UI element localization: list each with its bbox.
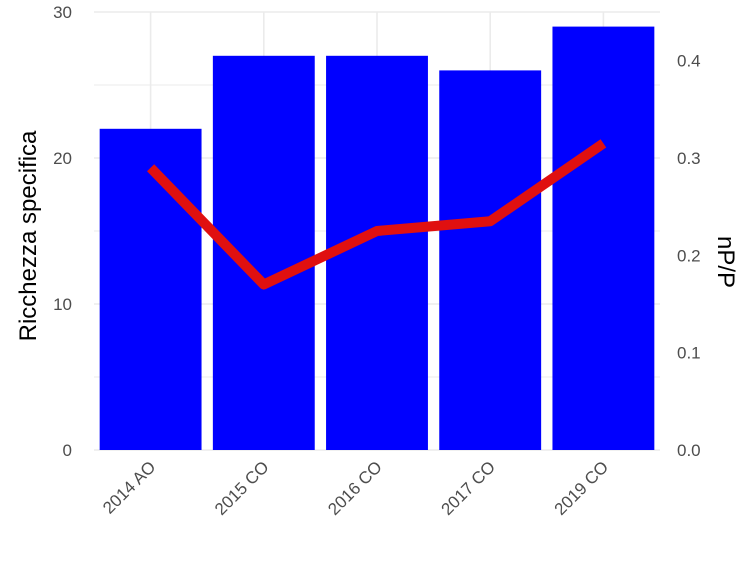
y2-tick-label: 0.2	[677, 246, 701, 265]
y-tick-label: 30	[53, 3, 72, 22]
nP-P-line-layer	[147, 139, 607, 290]
y-tick-label: 10	[53, 295, 72, 314]
y2-tick-label: 0.3	[677, 149, 701, 168]
x-tick-label: 2017 CO	[437, 457, 499, 519]
y2-tick-label: 0.0	[677, 441, 701, 460]
bar	[439, 70, 542, 451]
bars	[99, 26, 655, 451]
y2-tick-label: 0.1	[677, 344, 701, 363]
x-tick-label: 2016 CO	[324, 457, 386, 519]
y-tick-label: 0	[63, 441, 72, 460]
x-tick-label: 2015 CO	[211, 457, 273, 519]
y-axis-left: 0 10 20 30	[53, 3, 72, 460]
x-tick-label: 2014 AO	[99, 457, 159, 517]
y-axis-right: 0.0 0.1 0.2 0.3 0.4	[677, 52, 701, 460]
y-tick-label: 20	[53, 149, 72, 168]
bar	[326, 55, 428, 451]
x-axis: 2014 AO 2015 CO 2016 CO 2017 CO 2019 CO	[99, 457, 612, 519]
bar	[552, 26, 655, 450]
y2-tick-label: 0.4	[677, 52, 701, 71]
bar	[99, 128, 202, 451]
x-tick-label: 2019 CO	[551, 457, 613, 519]
y-axis-title: Ricchezza specifica	[15, 130, 42, 341]
y2-axis-title: nP/P	[712, 236, 739, 288]
